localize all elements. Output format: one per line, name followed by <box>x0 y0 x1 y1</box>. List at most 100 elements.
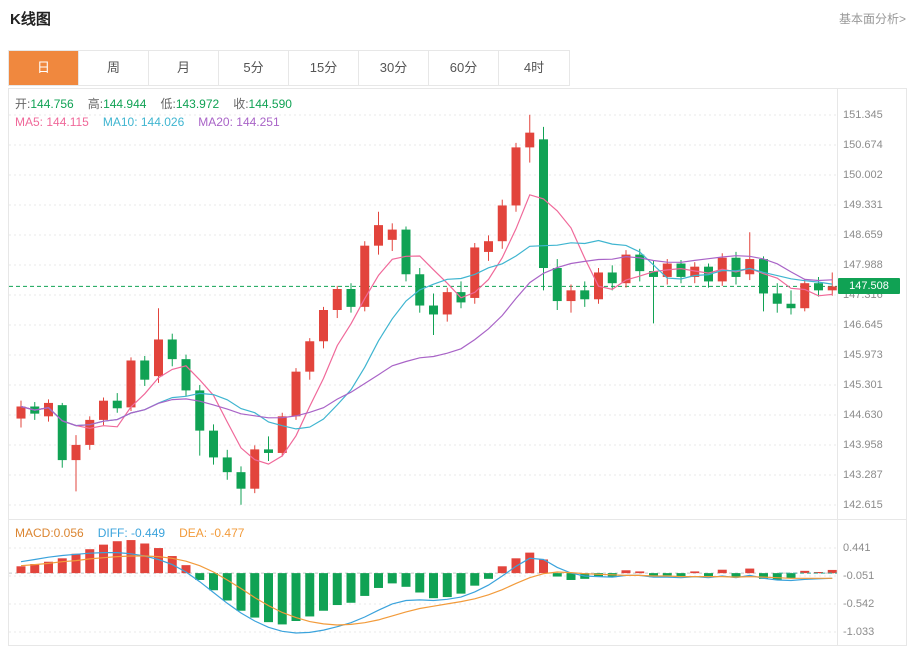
period-tab-1[interactable]: 日 <box>9 51 79 85</box>
macd-axis-tick: -0.051 <box>843 570 875 582</box>
price-axis-tick: 146.645 <box>843 319 883 331</box>
candle-down <box>346 289 356 307</box>
period-tabs: 日周月 5分 15分 30分 60分 4时 <box>8 50 570 86</box>
macd-bar <box>181 565 191 574</box>
macd-bar <box>745 568 755 574</box>
macd-bar <box>442 573 452 598</box>
candle-up <box>484 241 493 252</box>
macd-bar <box>16 566 26 574</box>
candle-down <box>731 257 741 277</box>
candle-up <box>126 360 136 408</box>
candle-up <box>525 132 535 148</box>
macd-bar <box>99 544 108 574</box>
candle-up <box>621 254 631 284</box>
macd-bar <box>126 540 136 574</box>
macd-axis-tick: 0.441 <box>843 542 871 554</box>
macd-bar <box>195 573 205 580</box>
price-axis-tick: 150.002 <box>843 169 883 181</box>
kline-chart: 开:144.756 高:144.944 低:143.972 收:144.590 MA5… <box>8 88 907 646</box>
candle-down <box>401 229 411 275</box>
candle-up <box>44 402 53 417</box>
macd-bar <box>346 573 356 603</box>
candle-down <box>786 303 796 309</box>
macd-plot[interactable] <box>9 520 837 645</box>
period-tab-6[interactable]: 30分 <box>359 51 429 85</box>
macd-bar <box>635 571 645 574</box>
candle-down <box>759 259 768 294</box>
macd-axis-tick: -1.033 <box>843 626 875 638</box>
candle-up <box>360 245 370 307</box>
macd-bar <box>731 573 741 577</box>
macd-panel: MACD:0.056 DIFF: -0.449 DEA: -0.477 0.441 -… <box>9 520 906 645</box>
candle-up <box>566 290 576 302</box>
price-panel: 开:144.756 高:144.944 低:143.972 收:144.590 MA5… <box>9 89 906 520</box>
macd-axis-tick: -0.542 <box>843 598 875 610</box>
ohlc-legend-item: 收:144.590 <box>233 97 292 111</box>
macd-bar <box>676 573 686 576</box>
period-tab-2[interactable]: 周 <box>79 51 149 85</box>
candle-up <box>827 286 837 291</box>
candle-down <box>209 430 218 458</box>
price-axis-tick: 145.301 <box>843 379 883 391</box>
price-axis-tick: 151.345 <box>843 109 883 121</box>
macd-bar <box>222 573 232 601</box>
macd-bar <box>140 543 150 574</box>
candle-down <box>676 263 686 277</box>
candle-down <box>649 271 658 277</box>
macd-bar <box>154 548 163 574</box>
candle-up <box>250 449 260 489</box>
dea-line <box>20 555 833 626</box>
candle-down <box>181 359 191 391</box>
candle-up <box>690 266 700 277</box>
candle-up <box>387 229 397 240</box>
ohlc-legend-item: 开:144.756 <box>15 97 74 111</box>
candle-up <box>16 406 26 419</box>
macd-legend-item: DEA: -0.477 <box>179 526 245 540</box>
macd-bar <box>264 573 273 623</box>
price-axis-tick: 149.331 <box>843 199 883 211</box>
ohlc-legend-item: 高:144.944 <box>87 97 147 111</box>
macd-bar <box>717 569 727 574</box>
fundamental-analysis-link[interactable]: 基本面分析> <box>838 12 906 26</box>
macd-bar <box>30 564 40 574</box>
ohlc-legend: 开:144.756 高:144.944 低:143.972 收:144.590 <box>15 95 306 112</box>
period-tab-3[interactable]: 月 <box>149 51 219 85</box>
macd-bar <box>827 569 837 574</box>
candle-down <box>167 339 177 360</box>
candle-up <box>71 444 81 461</box>
macd-bar <box>525 552 535 574</box>
candlestick-plot[interactable] <box>9 89 837 519</box>
macd-bar <box>277 573 287 625</box>
ma-legend-item: MA10: 144.026 <box>102 115 185 129</box>
price-axis-tick: 150.674 <box>843 139 883 151</box>
candle-down <box>140 360 150 380</box>
candle-down <box>222 457 232 473</box>
candle-down <box>539 139 548 269</box>
candle-up <box>470 247 480 298</box>
candle-up <box>319 310 328 342</box>
ma-legend-item: MA5: 144.115 <box>15 115 89 129</box>
macd-bar <box>71 553 81 574</box>
period-tab-5[interactable]: 15分 <box>289 51 359 85</box>
period-tab-4[interactable]: 5分 <box>219 51 289 85</box>
candle-down <box>552 268 562 302</box>
candle-up <box>305 341 315 372</box>
candle-down <box>607 272 617 284</box>
macd-axis: 0.441 -0.051 -0.542 -1.033 <box>837 520 905 645</box>
period-tab-8[interactable]: 4时 <box>499 51 569 85</box>
macd-bar <box>759 573 768 579</box>
period-tab-7[interactable]: 60分 <box>429 51 499 85</box>
macd-bar <box>539 559 548 574</box>
page-title: K线图 <box>10 11 51 28</box>
macd-legend-item: DIFF: -0.449 <box>97 526 166 540</box>
candle-down <box>236 472 246 489</box>
ma-legend-item: MA20: 144.251 <box>198 115 280 129</box>
price-axis-tick: 142.615 <box>843 499 883 511</box>
ohlc-legend-item: 低:143.972 <box>160 97 220 111</box>
ma-legend: MA5: 144.115 MA10: 144.026 MA20: 144.251 <box>15 115 294 129</box>
macd-bar <box>44 561 53 574</box>
candle-up <box>745 259 755 275</box>
macd-bar <box>800 570 810 574</box>
macd-bar <box>649 573 658 578</box>
